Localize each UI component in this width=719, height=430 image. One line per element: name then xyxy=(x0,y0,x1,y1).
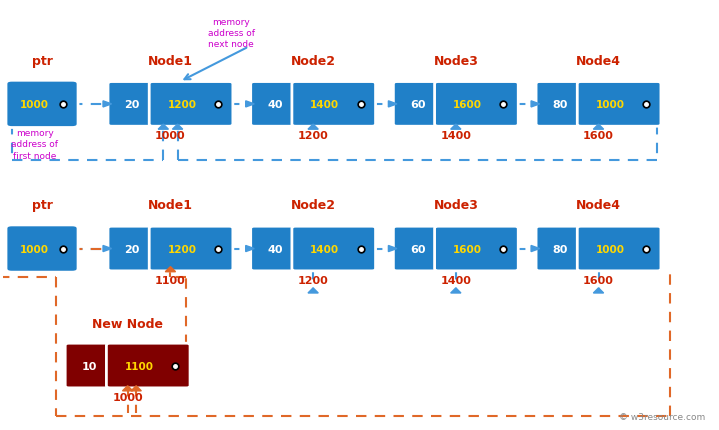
FancyBboxPatch shape xyxy=(150,227,233,271)
FancyBboxPatch shape xyxy=(292,227,375,271)
FancyBboxPatch shape xyxy=(108,227,156,271)
FancyBboxPatch shape xyxy=(536,227,585,271)
Text: ptr: ptr xyxy=(32,55,52,68)
FancyBboxPatch shape xyxy=(108,83,156,127)
Text: 1200: 1200 xyxy=(298,276,329,286)
FancyBboxPatch shape xyxy=(536,83,585,127)
Text: 60: 60 xyxy=(410,244,426,254)
Polygon shape xyxy=(103,246,111,252)
Text: 1000: 1000 xyxy=(20,100,49,110)
Polygon shape xyxy=(165,267,175,272)
Polygon shape xyxy=(593,125,604,130)
Polygon shape xyxy=(531,246,540,252)
Text: 1400: 1400 xyxy=(310,244,339,254)
Polygon shape xyxy=(308,288,319,293)
FancyBboxPatch shape xyxy=(577,83,661,127)
Text: 1000: 1000 xyxy=(155,131,186,141)
Text: 1000: 1000 xyxy=(20,244,49,254)
Text: 1600: 1600 xyxy=(453,244,482,254)
Text: Node2: Node2 xyxy=(290,199,336,212)
Text: memory
address of
next node: memory address of next node xyxy=(208,18,255,49)
Text: 1200: 1200 xyxy=(298,131,329,141)
Text: 1400: 1400 xyxy=(440,131,471,141)
FancyBboxPatch shape xyxy=(65,344,114,388)
Text: 1200: 1200 xyxy=(168,244,196,254)
FancyBboxPatch shape xyxy=(393,227,441,271)
Polygon shape xyxy=(122,386,133,391)
Polygon shape xyxy=(173,125,183,130)
Text: Node4: Node4 xyxy=(576,55,621,68)
Polygon shape xyxy=(131,386,142,391)
Text: 40: 40 xyxy=(267,100,283,110)
FancyBboxPatch shape xyxy=(434,227,518,271)
Text: 1400: 1400 xyxy=(310,100,339,110)
Text: Node1: Node1 xyxy=(148,199,193,212)
Polygon shape xyxy=(388,101,397,108)
FancyBboxPatch shape xyxy=(393,83,441,127)
Polygon shape xyxy=(246,246,255,252)
Text: 40: 40 xyxy=(267,244,283,254)
Polygon shape xyxy=(308,125,319,130)
Text: © w3resource.com: © w3resource.com xyxy=(619,412,705,421)
Polygon shape xyxy=(388,246,397,252)
Text: Node3: Node3 xyxy=(434,199,478,212)
FancyBboxPatch shape xyxy=(6,225,78,273)
Text: Node3: Node3 xyxy=(434,55,478,68)
Text: New Node: New Node xyxy=(92,318,163,331)
Text: 1600: 1600 xyxy=(583,131,614,141)
Polygon shape xyxy=(593,288,604,293)
Text: 1000: 1000 xyxy=(112,392,143,402)
Text: 1100: 1100 xyxy=(155,276,186,286)
Text: Node4: Node4 xyxy=(576,199,621,212)
Text: 1600: 1600 xyxy=(453,100,482,110)
Text: ptr: ptr xyxy=(32,199,52,212)
FancyBboxPatch shape xyxy=(292,83,375,127)
FancyBboxPatch shape xyxy=(251,227,299,271)
FancyBboxPatch shape xyxy=(577,227,661,271)
Text: 80: 80 xyxy=(553,244,568,254)
Text: Node1: Node1 xyxy=(148,55,193,68)
Polygon shape xyxy=(531,101,540,108)
Text: 1200: 1200 xyxy=(168,100,196,110)
Text: 1000: 1000 xyxy=(595,100,624,110)
FancyBboxPatch shape xyxy=(251,83,299,127)
FancyBboxPatch shape xyxy=(150,83,233,127)
Text: 20: 20 xyxy=(124,244,140,254)
Text: 1400: 1400 xyxy=(440,276,471,286)
Text: Node2: Node2 xyxy=(290,55,336,68)
Polygon shape xyxy=(451,125,461,130)
Polygon shape xyxy=(451,288,461,293)
Text: 80: 80 xyxy=(553,100,568,110)
Text: 1100: 1100 xyxy=(124,361,154,371)
Text: memory
address of
first node: memory address of first node xyxy=(12,129,58,160)
Text: 60: 60 xyxy=(410,100,426,110)
Text: 1000: 1000 xyxy=(595,244,624,254)
Text: 1600: 1600 xyxy=(583,276,614,286)
FancyBboxPatch shape xyxy=(106,344,190,388)
FancyBboxPatch shape xyxy=(6,81,78,128)
Text: 10: 10 xyxy=(82,361,97,371)
FancyBboxPatch shape xyxy=(434,83,518,127)
Polygon shape xyxy=(158,125,168,130)
Polygon shape xyxy=(103,101,111,108)
Polygon shape xyxy=(246,101,255,108)
Text: 20: 20 xyxy=(124,100,140,110)
